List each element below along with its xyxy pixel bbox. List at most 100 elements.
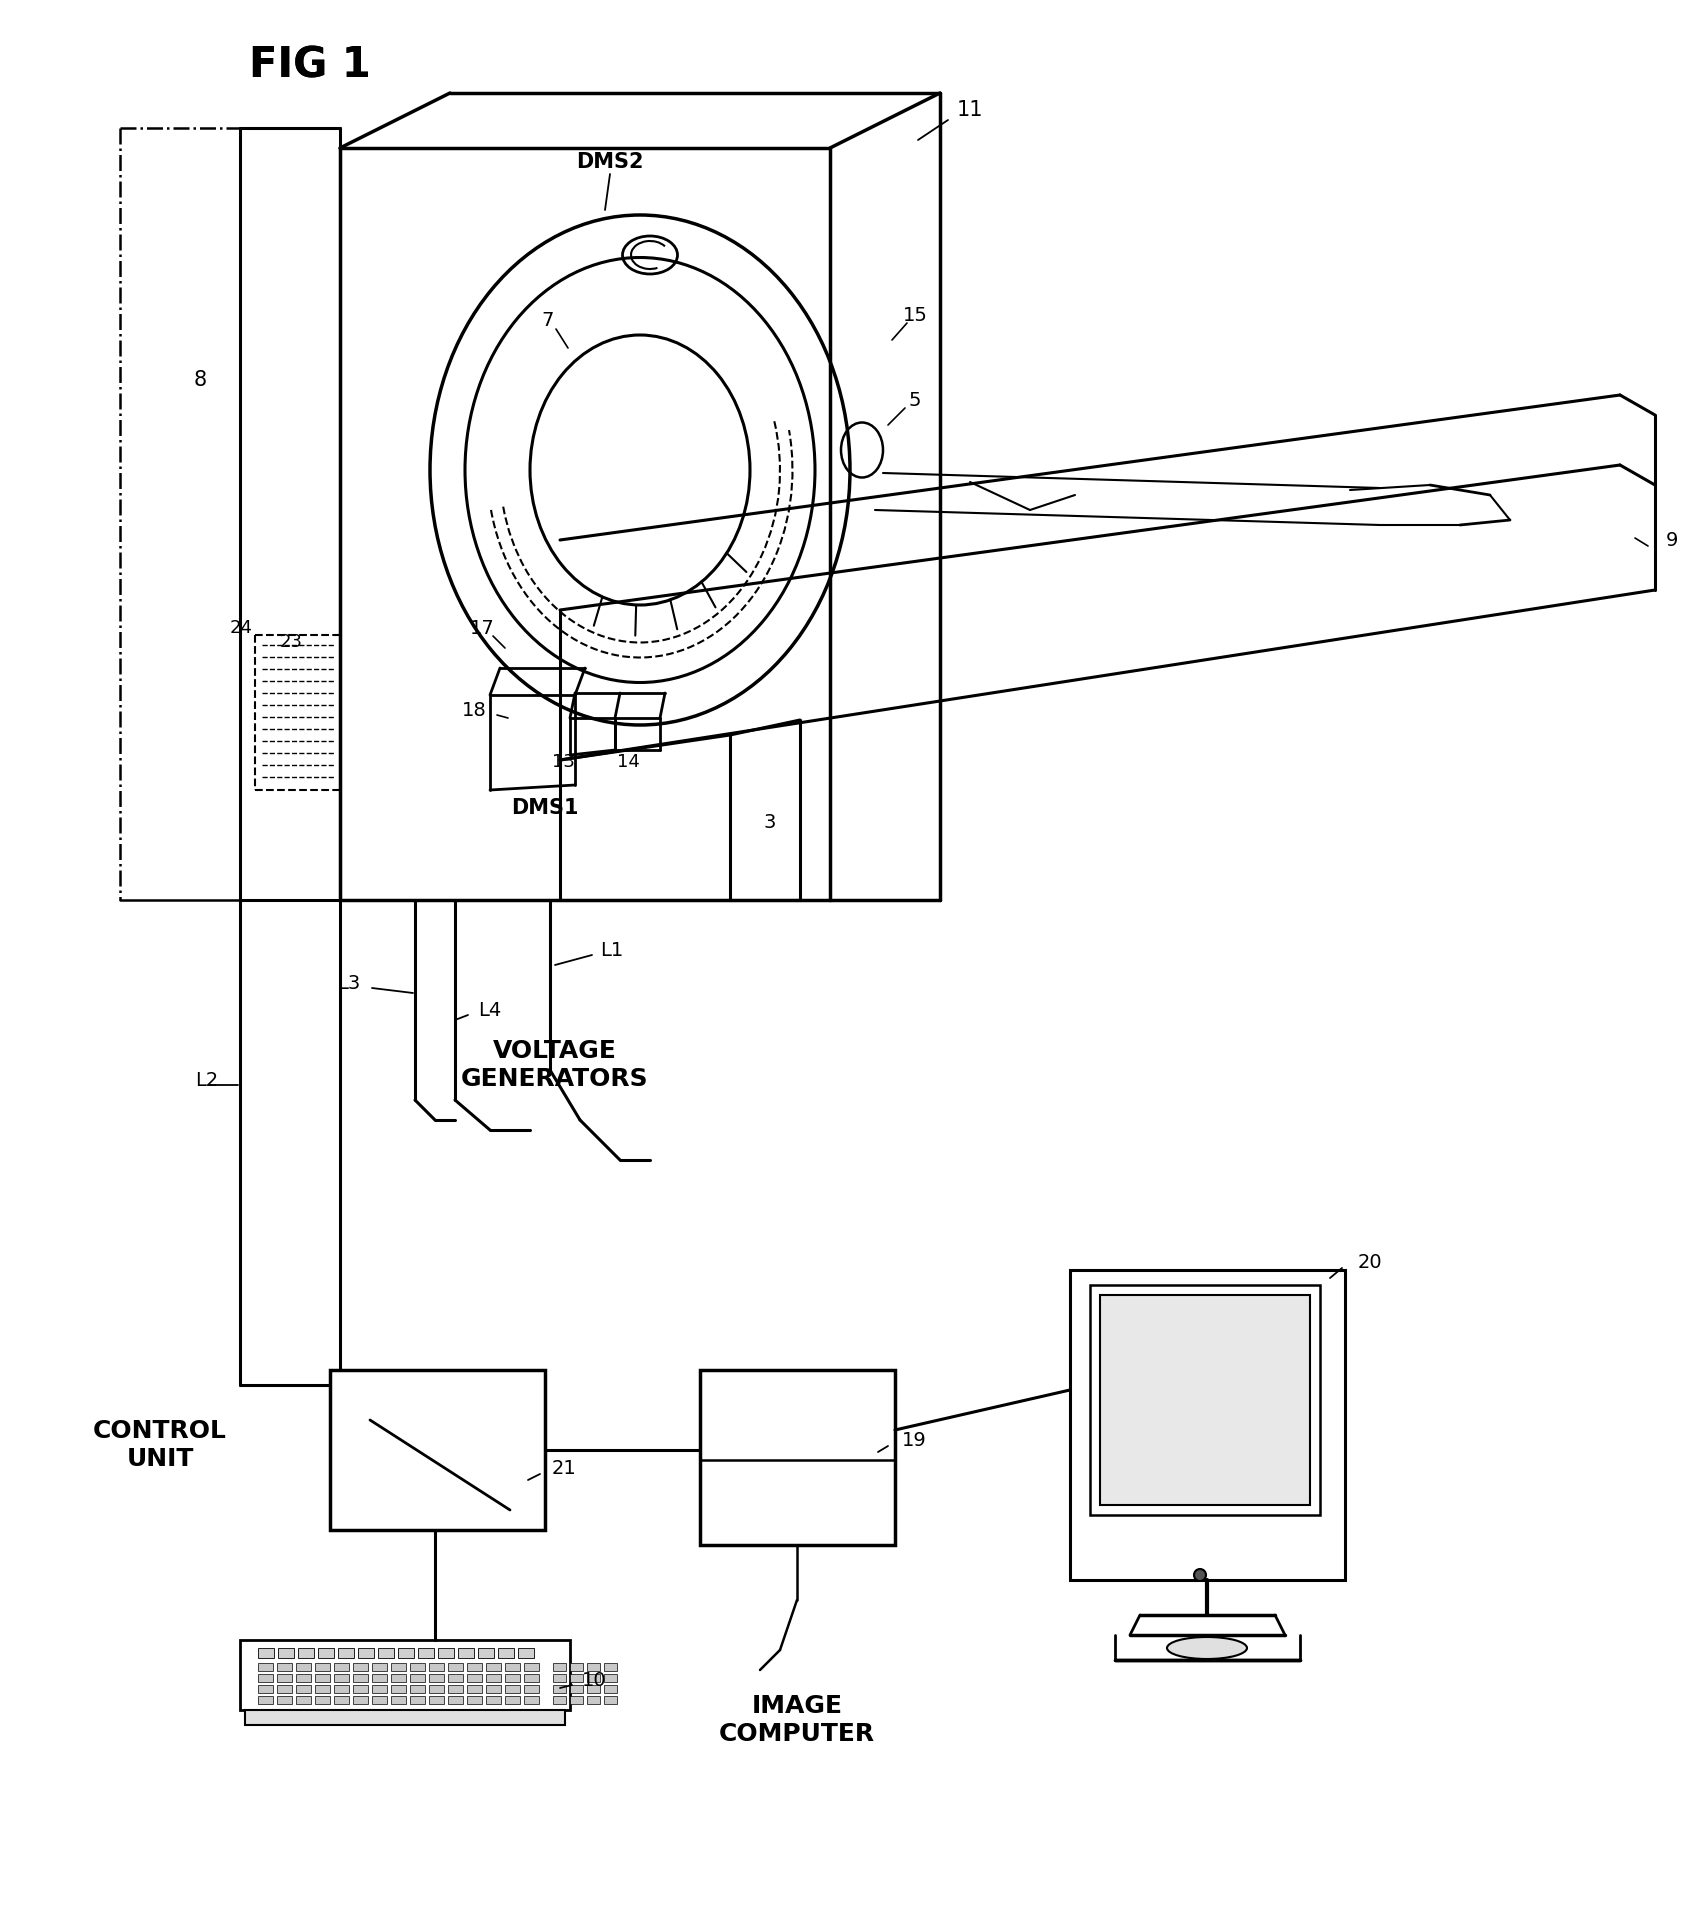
Bar [468, 1675, 483, 1683]
Bar [334, 1675, 349, 1683]
Text: L2: L2 [195, 1071, 219, 1090]
Text: 18: 18 [462, 700, 486, 719]
Bar [588, 1696, 600, 1704]
Bar [410, 1663, 425, 1671]
Text: VOLTAGE
GENERATORS: VOLTAGE GENERATORS [461, 1038, 649, 1092]
Bar [552, 1663, 566, 1671]
Text: 3: 3 [764, 813, 776, 832]
Bar [373, 1675, 386, 1683]
Bar [505, 1684, 520, 1692]
Bar [605, 1684, 617, 1692]
Bar [505, 1696, 520, 1704]
Text: DMS2: DMS2 [576, 151, 644, 172]
Bar [352, 1696, 368, 1704]
Text: L1: L1 [600, 941, 623, 960]
Bar [468, 1684, 483, 1692]
Bar [352, 1684, 368, 1692]
Bar [352, 1663, 368, 1671]
Bar [523, 1684, 539, 1692]
Bar [318, 1648, 334, 1658]
Bar [334, 1663, 349, 1671]
Bar [339, 1648, 354, 1658]
Bar [352, 1675, 368, 1683]
Bar [486, 1675, 501, 1683]
Bar [588, 1684, 600, 1692]
Bar [569, 1696, 583, 1704]
Text: DMS1: DMS1 [512, 797, 579, 818]
Bar [569, 1663, 583, 1671]
Bar [552, 1684, 566, 1692]
Text: FIG 1: FIG 1 [249, 44, 371, 86]
Bar [1071, 1270, 1345, 1579]
Text: IMAGE
COMPUTER: IMAGE COMPUTER [718, 1694, 876, 1746]
Text: 14: 14 [617, 753, 639, 771]
Bar [523, 1696, 539, 1704]
Bar [278, 1696, 291, 1704]
Bar [410, 1675, 425, 1683]
Bar [447, 1696, 462, 1704]
Bar [278, 1684, 291, 1692]
Text: 20: 20 [1359, 1252, 1382, 1271]
Bar [447, 1675, 462, 1683]
Bar [605, 1663, 617, 1671]
Bar [257, 1696, 273, 1704]
Text: CONTROL
UNIT: CONTROL UNIT [93, 1419, 227, 1470]
Bar [486, 1696, 501, 1704]
Bar [373, 1696, 386, 1704]
Bar [315, 1663, 330, 1671]
Text: FIG 1: FIG 1 [249, 44, 371, 86]
Bar [552, 1675, 566, 1683]
Text: L3: L3 [337, 973, 361, 992]
Bar [468, 1663, 483, 1671]
Bar [505, 1663, 520, 1671]
Bar [447, 1684, 462, 1692]
Bar [523, 1663, 539, 1671]
Bar [278, 1675, 291, 1683]
Bar [241, 1640, 569, 1709]
Bar [391, 1675, 407, 1683]
Bar [505, 1675, 520, 1683]
Bar [296, 1696, 312, 1704]
Bar [257, 1648, 274, 1658]
Text: 21: 21 [552, 1459, 576, 1478]
Bar [498, 1648, 513, 1658]
Text: 15: 15 [903, 306, 927, 325]
Bar [257, 1663, 273, 1671]
Bar [373, 1663, 386, 1671]
Bar [398, 1648, 413, 1658]
Bar [315, 1684, 330, 1692]
Bar [1099, 1294, 1309, 1505]
Bar [429, 1675, 444, 1683]
Bar [552, 1696, 566, 1704]
Bar [257, 1675, 273, 1683]
Bar [391, 1684, 407, 1692]
Bar [278, 1663, 291, 1671]
Bar [378, 1648, 395, 1658]
Bar [257, 1684, 273, 1692]
Text: 8: 8 [193, 371, 207, 390]
Text: 7: 7 [542, 310, 554, 329]
Bar [478, 1648, 495, 1658]
Text: L4: L4 [478, 1000, 501, 1019]
Text: 5: 5 [908, 390, 922, 409]
Bar [1089, 1285, 1320, 1514]
Bar [298, 1648, 313, 1658]
Bar [429, 1684, 444, 1692]
Text: 24: 24 [230, 619, 252, 637]
Bar [418, 1648, 434, 1658]
Bar [410, 1696, 425, 1704]
Bar [334, 1696, 349, 1704]
Ellipse shape [1167, 1637, 1247, 1660]
Bar [330, 1371, 545, 1530]
Bar [588, 1663, 600, 1671]
Bar [278, 1648, 295, 1658]
Bar [357, 1648, 374, 1658]
Bar [296, 1675, 312, 1683]
Bar [439, 1648, 454, 1658]
Bar [605, 1696, 617, 1704]
Bar [569, 1675, 583, 1683]
Bar [447, 1663, 462, 1671]
Bar [246, 1709, 566, 1725]
Text: 11: 11 [957, 99, 983, 120]
Bar [391, 1663, 407, 1671]
